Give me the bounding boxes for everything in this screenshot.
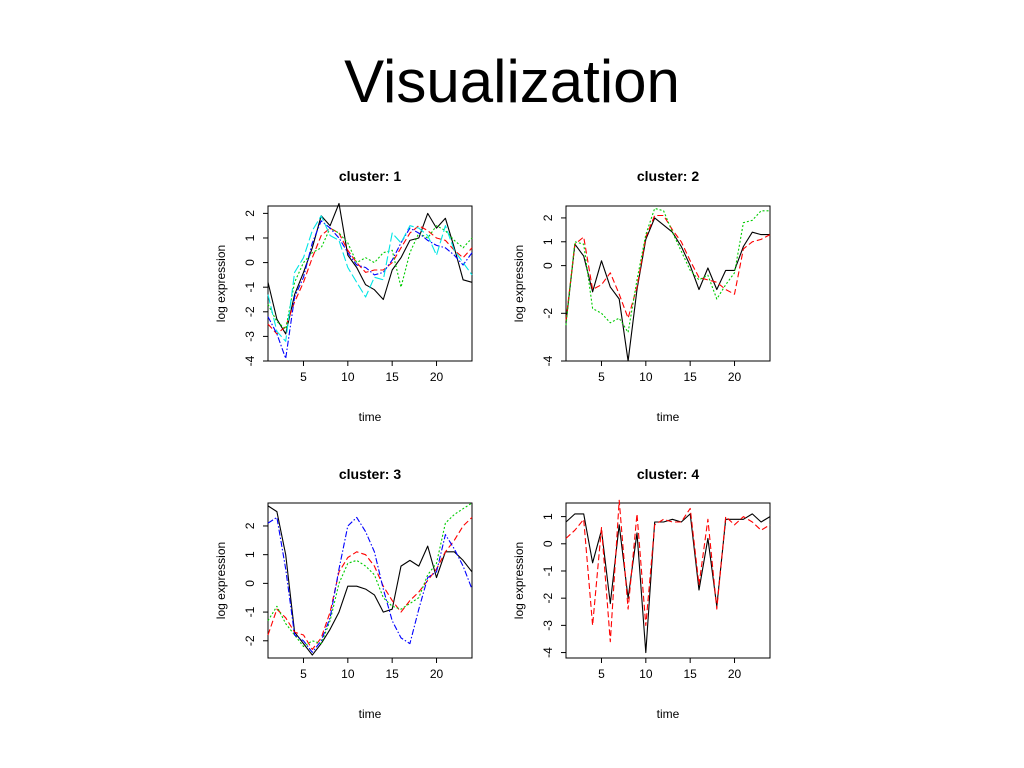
panel-4-y-tick-label: 0: [541, 540, 555, 547]
panel-4-series-2-line: [565, 499, 771, 643]
panel-1-y-axis-label: log expression: [214, 245, 228, 322]
panel-3-series-4-line: [267, 516, 473, 653]
panel-1-x-tick-label: 10: [341, 370, 355, 384]
panel-4-y-tick-label: -1: [541, 565, 555, 576]
panel-1-series-4-line: [267, 220, 473, 360]
panel-4-x-tick-label: 15: [683, 667, 697, 681]
panel-3-y-tick-label: -2: [243, 635, 257, 646]
panel-1-y-tick-label: 2: [243, 210, 257, 217]
panel-1-x-tick-label: 5: [300, 370, 307, 384]
panel-2-y-tick-label: 1: [541, 238, 555, 245]
panel-1-title: cluster: 1: [339, 168, 401, 184]
panel-3-x-tick-label: 20: [430, 667, 444, 681]
slide-title: Visualization: [344, 48, 680, 115]
panel-2-y-tick-label: -4: [541, 355, 555, 366]
panel-1-y-tick-label: -4: [243, 355, 257, 366]
panel-1-y-tick-label: -1: [243, 282, 257, 293]
panel-1-series-3-line: [267, 225, 473, 330]
panel-1-y-tick-label: -3: [243, 331, 257, 342]
panel-3-x-tick-label: 10: [341, 667, 355, 681]
panel-4-y-tick-label: -2: [541, 593, 555, 604]
panel-4-plot-frame: [565, 502, 771, 659]
panel-2-y-tick-label: 2: [541, 214, 555, 221]
panel-3-y-axis-label: log expression: [214, 542, 228, 619]
panel-3-series-1-line: [267, 505, 473, 656]
panel-1-x-tick-label: 15: [385, 370, 399, 384]
panel-1-x-axis-label: time: [359, 410, 382, 424]
panel-4-x-tick-label: 5: [598, 667, 605, 681]
panel-4-y-axis-label: log expression: [512, 542, 526, 619]
panel-4-y-tick-label: -3: [541, 620, 555, 631]
panel-3-title: cluster: 3: [339, 466, 401, 482]
panel-2-x-tick-label: 20: [728, 370, 742, 384]
panel-3-y-tick-label: 2: [243, 522, 257, 529]
panel-4-x-tick-label: 20: [728, 667, 742, 681]
panel-2-series-2-line: [565, 214, 771, 321]
panel-2-y-tick-label: 0: [541, 262, 555, 269]
panel-1-y-tick-label: 0: [243, 259, 257, 266]
panel-3-x-axis-label: time: [359, 707, 382, 721]
panel-3-y-tick-label: 1: [243, 551, 257, 558]
panel-3-y-tick-label: 0: [243, 580, 257, 587]
panel-3-series-2-line: [267, 517, 473, 650]
panel-2-series-1-line: [565, 217, 770, 362]
panel-2-y-tick-label: -2: [541, 308, 555, 319]
panel-2-series-3-line: [565, 207, 770, 333]
panel-3-x-tick-label: 15: [385, 667, 399, 681]
panel-1-series-5-line: [267, 215, 473, 342]
panel-1-series-1-line: [267, 202, 473, 335]
panel-2-title: cluster: 2: [637, 168, 699, 184]
panel-4-x-tick-label: 10: [639, 667, 653, 681]
panel-3-series-3-line: [267, 502, 473, 648]
panel-4-y-tick-label: 1: [541, 513, 555, 520]
panel-3-y-tick-label: -1: [243, 606, 257, 617]
panel-1-y-tick-label: -2: [243, 306, 257, 317]
panel-2-x-tick-label: 15: [683, 370, 697, 384]
panel-1-series-2-line: [267, 225, 473, 335]
panel-4-y-tick-label: -4: [541, 647, 555, 658]
panel-2-x-tick-label: 5: [598, 370, 605, 384]
panel-2-plot-frame: [565, 205, 771, 362]
panel-2-x-tick-label: 10: [639, 370, 653, 384]
panel-1-y-tick-label: 1: [243, 234, 257, 241]
panel-2-y-axis-label: log expression: [512, 245, 526, 322]
panel-3-x-tick-label: 5: [300, 667, 307, 681]
panel-1-x-tick-label: 20: [430, 370, 444, 384]
panel-4-title: cluster: 4: [637, 466, 699, 482]
panel-2-x-axis-label: time: [657, 410, 680, 424]
panel-4-x-axis-label: time: [657, 707, 680, 721]
panel-3-plot-frame: [267, 502, 473, 659]
